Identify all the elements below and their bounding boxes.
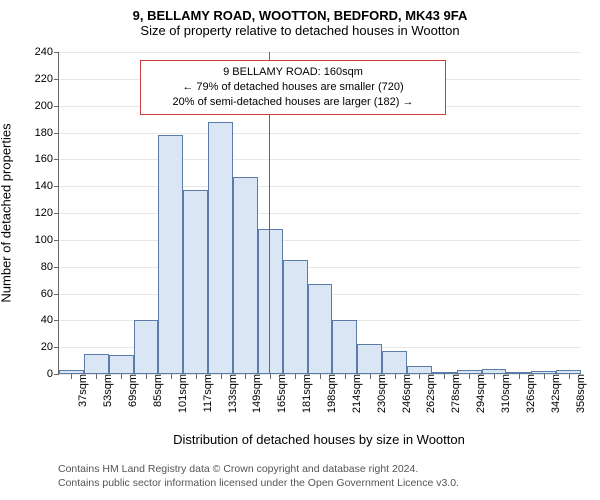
xtick-label: 165sqm [274, 374, 288, 413]
xtick-label: 85sqm [150, 374, 164, 407]
histogram-bar [183, 190, 208, 374]
ytick-label: 60 [41, 288, 59, 300]
xtick-label: 326sqm [523, 374, 537, 413]
xtick-label: 149sqm [249, 374, 263, 413]
histogram-bar [158, 135, 183, 374]
xtick-mark [295, 374, 296, 379]
histogram-bar [357, 344, 382, 374]
xtick-label: 230sqm [374, 374, 388, 413]
ytick-label: 40 [41, 314, 59, 326]
xtick-mark [469, 374, 470, 379]
xtick-label: 358sqm [573, 374, 587, 413]
xtick-mark [270, 374, 271, 379]
gridline [59, 213, 581, 214]
xtick-mark [419, 374, 420, 379]
gridline [59, 240, 581, 241]
histogram-bar [134, 320, 159, 374]
chart-title: 9, BELLAMY ROAD, WOOTTON, BEDFORD, MK43 … [0, 0, 600, 23]
footer-line-1: Contains HM Land Registry data © Crown c… [58, 462, 459, 476]
y-axis-label: Number of detached properties [0, 123, 14, 302]
xtick-label: 198sqm [324, 374, 338, 413]
histogram-bar [109, 355, 134, 374]
ytick-label: 20 [41, 341, 59, 353]
xtick-mark [245, 374, 246, 379]
xtick-label: 133sqm [225, 374, 239, 413]
xtick-mark [519, 374, 520, 379]
ytick-label: 140 [35, 180, 59, 192]
ytick-label: 180 [35, 127, 59, 139]
xtick-label: 262sqm [423, 374, 437, 413]
ytick-label: 100 [35, 234, 59, 246]
xtick-mark [345, 374, 346, 379]
histogram-bar [283, 260, 308, 374]
annotation-line: 20% of semi-detached houses are larger (… [147, 95, 439, 110]
annotation-line: 9 BELLAMY ROAD: 160sqm [147, 65, 439, 80]
xtick-label: 246sqm [399, 374, 413, 413]
histogram-bar [382, 351, 407, 374]
xtick-mark [370, 374, 371, 379]
xtick-mark [146, 374, 147, 379]
xtick-mark [171, 374, 172, 379]
x-axis-label: Distribution of detached houses by size … [173, 432, 465, 447]
xtick-mark [221, 374, 222, 379]
xtick-label: 342sqm [548, 374, 562, 413]
ytick-label: 120 [35, 207, 59, 219]
xtick-label: 181sqm [299, 374, 313, 413]
xtick-label: 69sqm [125, 374, 139, 407]
xtick-label: 278sqm [448, 374, 462, 413]
chart-container: 9, BELLAMY ROAD, WOOTTON, BEDFORD, MK43 … [0, 0, 600, 500]
xtick-mark [320, 374, 321, 379]
xtick-mark [544, 374, 545, 379]
xtick-label: 53sqm [100, 374, 114, 407]
histogram-bar [84, 354, 109, 374]
ytick-label: 160 [35, 153, 59, 165]
xtick-label: 101sqm [175, 374, 189, 413]
xtick-mark [395, 374, 396, 379]
gridline [59, 52, 581, 53]
xtick-label: 310sqm [498, 374, 512, 413]
gridline [59, 186, 581, 187]
footer-attribution: Contains HM Land Registry data © Crown c… [58, 462, 459, 490]
histogram-bar [407, 366, 432, 374]
ytick-label: 80 [41, 261, 59, 273]
histogram-bar [308, 284, 333, 374]
histogram-bar [258, 229, 283, 374]
gridline [59, 133, 581, 134]
ytick-label: 0 [47, 368, 59, 380]
annotation-line: ← 79% of detached houses are smaller (72… [147, 80, 439, 95]
histogram-bar [233, 177, 258, 374]
gridline [59, 267, 581, 268]
histogram-bar [332, 320, 357, 374]
ytick-label: 240 [35, 46, 59, 58]
ytick-label: 220 [35, 73, 59, 85]
xtick-label: 214sqm [349, 374, 363, 413]
xtick-mark [569, 374, 570, 379]
annotation-box: 9 BELLAMY ROAD: 160sqm← 79% of detached … [140, 60, 446, 115]
xtick-mark [71, 374, 72, 379]
xtick-mark [444, 374, 445, 379]
chart-subtitle: Size of property relative to detached ho… [0, 23, 600, 38]
histogram-bar [208, 122, 233, 374]
xtick-mark [494, 374, 495, 379]
xtick-label: 117sqm [200, 374, 214, 412]
gridline [59, 159, 581, 160]
xtick-mark [196, 374, 197, 379]
xtick-mark [96, 374, 97, 379]
xtick-label: 294sqm [473, 374, 487, 413]
xtick-label: 37sqm [75, 374, 89, 407]
footer-line-2: Contains public sector information licen… [58, 476, 459, 490]
ytick-label: 200 [35, 100, 59, 112]
xtick-mark [121, 374, 122, 379]
